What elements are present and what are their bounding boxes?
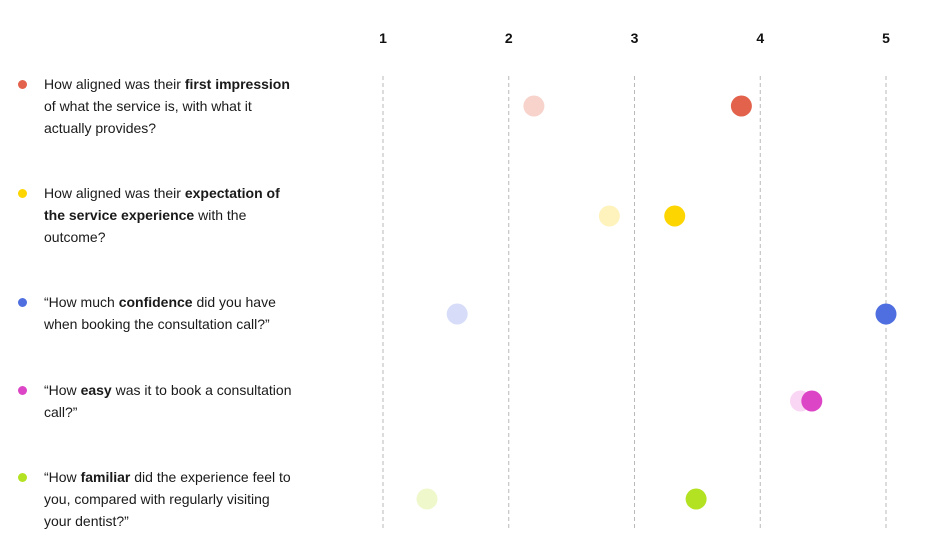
question-text: “How <box>44 469 81 485</box>
question-text: of what the service is, with what it act… <box>44 98 252 136</box>
x-tick-label: 2 <box>505 30 513 46</box>
data-point-strong <box>801 391 822 412</box>
data-points <box>417 96 897 510</box>
x-tick-label: 4 <box>756 30 764 46</box>
question-text: How aligned was their <box>44 76 185 92</box>
x-tick-label: 5 <box>882 30 890 46</box>
data-point-strong <box>686 489 707 510</box>
question-label: How aligned was their expectation of the… <box>44 182 296 248</box>
x-tick-label: 1 <box>379 30 387 46</box>
data-point-faint <box>417 489 438 510</box>
legend-bullet <box>18 473 27 482</box>
question-emphasis: easy <box>81 382 112 398</box>
x-axis-ticks: 1 2 3 4 5 <box>379 30 890 46</box>
question-text: How aligned was their <box>44 185 185 201</box>
question-text: “How <box>44 382 81 398</box>
x-tick-label: 3 <box>631 30 639 46</box>
question-emphasis: first impression <box>185 76 290 92</box>
data-point-faint <box>447 304 468 325</box>
question-text: “How much <box>44 294 119 310</box>
data-point-faint <box>599 206 620 227</box>
vertical-gridlines <box>383 76 886 530</box>
legend-bullet <box>18 189 27 198</box>
legend-bullet <box>18 386 27 395</box>
data-point-strong <box>664 206 685 227</box>
legend-bullet <box>18 298 27 307</box>
question-emphasis: confidence <box>119 294 193 310</box>
data-point-faint <box>523 96 544 117</box>
question-emphasis: familiar <box>81 469 131 485</box>
question-label: “How easy was it to book a consultation … <box>44 379 296 423</box>
legend-bullet <box>18 80 27 89</box>
question-label: How aligned was their first impression o… <box>44 73 296 139</box>
question-label: “How familiar did the experience feel to… <box>44 466 296 532</box>
data-point-strong <box>731 96 752 117</box>
data-point-strong <box>876 304 897 325</box>
question-label: “How much confidence did you have when b… <box>44 291 296 335</box>
